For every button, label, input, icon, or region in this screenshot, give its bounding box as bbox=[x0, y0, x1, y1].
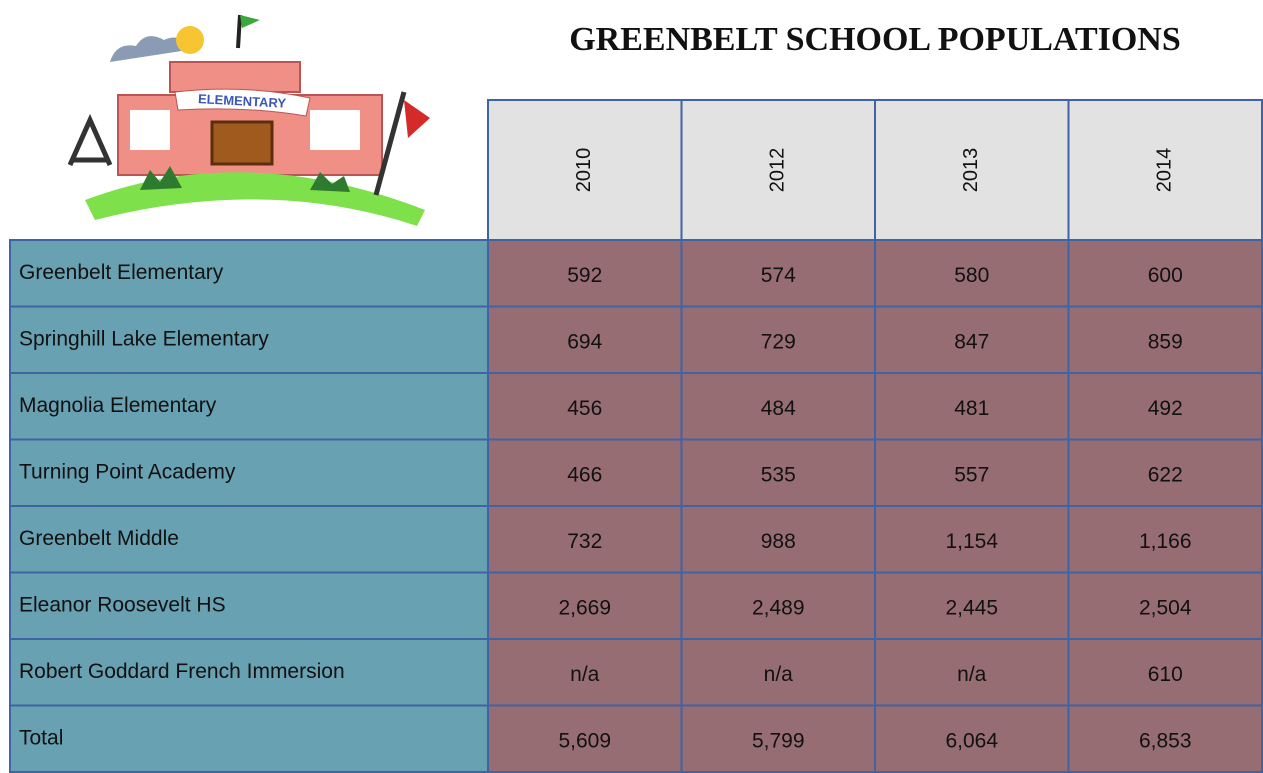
cell-value: 2,504 bbox=[1139, 596, 1192, 619]
row-label: Greenbelt Middle bbox=[19, 527, 179, 550]
cell-value: 2,669 bbox=[558, 596, 611, 619]
column-header: 2010 bbox=[573, 148, 595, 193]
cell-value: 859 bbox=[1148, 330, 1183, 353]
flag bbox=[240, 15, 260, 28]
column-header: 2012 bbox=[767, 148, 789, 193]
cell-value: n/a bbox=[570, 663, 600, 686]
cell-value: 610 bbox=[1148, 663, 1183, 686]
cell-value: 988 bbox=[761, 530, 796, 553]
swing bbox=[70, 120, 110, 165]
page-canvas: ELEMENTARY GREENBELT SCHOOL POPULATIONS … bbox=[0, 0, 1263, 773]
row-label: Total bbox=[19, 726, 63, 749]
school-logo: ELEMENTARY bbox=[70, 15, 430, 226]
cell-value: 1,154 bbox=[945, 530, 998, 553]
cell-value: 622 bbox=[1148, 463, 1183, 486]
cell-value: 456 bbox=[567, 397, 602, 420]
cell-value: 600 bbox=[1148, 264, 1183, 287]
cell-value: n/a bbox=[957, 663, 987, 686]
cell-value: 1,166 bbox=[1139, 530, 1192, 553]
row-label: Greenbelt Elementary bbox=[19, 261, 224, 284]
cell-value: 535 bbox=[761, 463, 796, 486]
row-label-cell bbox=[10, 706, 488, 773]
lawn bbox=[85, 172, 425, 226]
flag-pole bbox=[238, 15, 240, 48]
cell-value: 484 bbox=[761, 397, 796, 420]
cell-value: 2,445 bbox=[945, 596, 998, 619]
row-label: Turning Point Academy bbox=[19, 460, 236, 483]
cell-value: 694 bbox=[567, 330, 602, 353]
row-label: Eleanor Roosevelt HS bbox=[19, 593, 226, 616]
cell-value: 592 bbox=[567, 264, 602, 287]
column-header: 2014 bbox=[1154, 148, 1176, 193]
cell-value: 6,853 bbox=[1139, 729, 1192, 752]
cell-value: 2,489 bbox=[752, 596, 805, 619]
cell-value: 5,799 bbox=[752, 729, 805, 752]
row-label: Robert Goddard French Immersion bbox=[19, 660, 345, 683]
cell-value: 6,064 bbox=[945, 729, 998, 752]
windows bbox=[310, 110, 360, 150]
door bbox=[212, 122, 272, 164]
building-top bbox=[170, 62, 300, 92]
cell-value: 492 bbox=[1148, 397, 1183, 420]
flag bbox=[404, 100, 430, 138]
page: ELEMENTARY GREENBELT SCHOOL POPULATIONS … bbox=[0, 0, 1263, 773]
cell-value: 557 bbox=[954, 463, 989, 486]
cell-value: 481 bbox=[954, 397, 989, 420]
cell-value: 847 bbox=[954, 330, 989, 353]
cell-value: 574 bbox=[761, 264, 796, 287]
row-label: Springhill Lake Elementary bbox=[19, 327, 269, 350]
row-label: Magnolia Elementary bbox=[19, 394, 217, 417]
column-header: 2013 bbox=[960, 148, 982, 193]
cell-value: 5,609 bbox=[558, 729, 611, 752]
page-title: GREENBELT SCHOOL POPULATIONS bbox=[569, 21, 1181, 58]
windows bbox=[130, 110, 170, 150]
cell-value: 580 bbox=[954, 264, 989, 287]
cell-value: n/a bbox=[764, 663, 794, 686]
sun bbox=[176, 26, 204, 54]
cell-value: 732 bbox=[567, 530, 602, 553]
cell-value: 466 bbox=[567, 463, 602, 486]
cell-value: 729 bbox=[761, 330, 796, 353]
